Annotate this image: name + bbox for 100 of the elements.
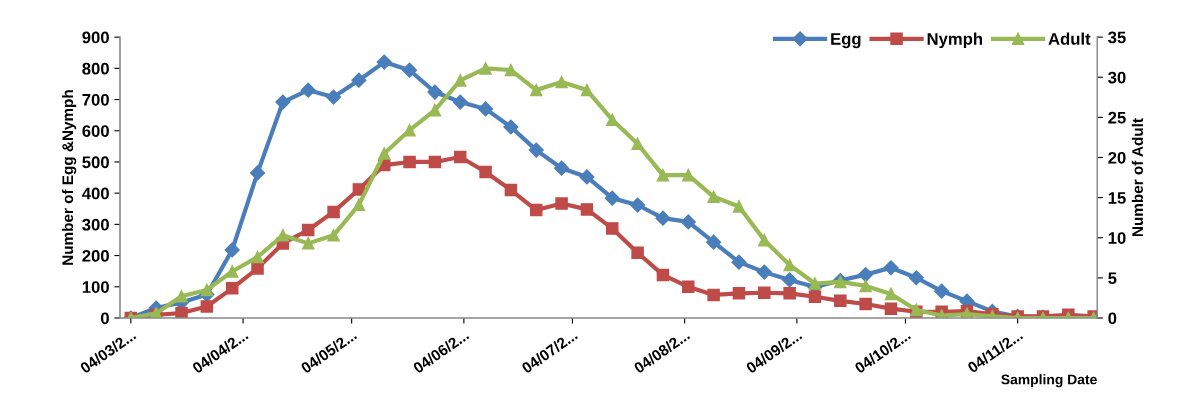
point — [403, 155, 416, 169]
point — [453, 150, 467, 164]
point — [682, 280, 695, 294]
y2-tick-label: 0 — [1108, 312, 1117, 325]
point — [783, 287, 796, 300]
y-tick-label: 900 — [82, 31, 109, 44]
point — [606, 113, 619, 127]
point — [707, 190, 720, 204]
legend-label: Egg — [831, 33, 861, 49]
y-tick-label: 200 — [82, 249, 109, 262]
point — [251, 262, 264, 275]
point — [707, 288, 720, 302]
point — [428, 155, 442, 169]
point — [706, 234, 722, 250]
y2-tick-label: 25 — [1108, 111, 1126, 124]
point — [631, 137, 644, 151]
point — [478, 101, 494, 117]
point — [503, 119, 519, 135]
point — [200, 300, 214, 313]
y2-tick-label: 10 — [1108, 232, 1126, 244]
point — [325, 89, 342, 105]
point — [479, 165, 492, 179]
y-tick-label: 500 — [82, 156, 109, 169]
point — [504, 183, 518, 197]
point — [403, 123, 416, 137]
point — [529, 203, 543, 217]
point — [758, 286, 771, 299]
point — [580, 83, 594, 97]
point — [224, 242, 240, 258]
point — [884, 287, 898, 301]
point — [630, 197, 646, 213]
point — [352, 183, 366, 196]
point — [479, 62, 492, 75]
y-tick-label: 100 — [82, 281, 109, 293]
point — [859, 297, 872, 311]
y-tick-label: 700 — [82, 93, 109, 106]
point — [579, 169, 595, 185]
point — [732, 200, 746, 213]
y2-tick-label: 30 — [1108, 71, 1126, 84]
point — [580, 203, 594, 216]
point — [377, 147, 391, 160]
point — [401, 62, 418, 78]
point — [631, 246, 644, 260]
point — [883, 260, 899, 276]
point — [351, 72, 367, 88]
point — [934, 283, 950, 299]
point — [908, 270, 924, 286]
y-tick-label: 0 — [100, 312, 109, 325]
point — [555, 75, 568, 89]
point — [276, 229, 290, 242]
point — [529, 83, 543, 97]
y2-axis-title: Number of Adult — [1131, 118, 1144, 237]
point — [555, 197, 568, 210]
point — [225, 265, 239, 278]
point — [682, 168, 695, 182]
legend-label: Adult — [1048, 32, 1091, 45]
point — [225, 282, 239, 295]
y-tick-label: 600 — [82, 125, 109, 137]
point — [808, 277, 822, 290]
y2-tick-label: 15 — [1108, 192, 1126, 204]
point — [756, 264, 772, 280]
point — [859, 279, 872, 293]
point — [301, 223, 315, 237]
point — [428, 103, 442, 117]
y-tick-label: 800 — [82, 62, 109, 75]
point — [452, 94, 468, 110]
point — [504, 63, 518, 77]
y2-tick-label: 35 — [1108, 31, 1126, 44]
point — [251, 250, 264, 264]
point — [758, 233, 771, 247]
y2-tick-label: 20 — [1108, 151, 1126, 164]
point — [352, 198, 366, 212]
point — [656, 168, 670, 182]
point — [731, 254, 747, 270]
x-axis-title: Sampling Date — [1001, 374, 1097, 388]
point — [301, 237, 315, 250]
point — [275, 94, 291, 110]
point — [175, 306, 188, 318]
y-tick-label: 300 — [82, 218, 109, 231]
point — [175, 290, 188, 303]
point — [834, 294, 847, 308]
point — [376, 54, 392, 70]
point — [606, 222, 619, 235]
point — [453, 74, 467, 87]
point — [783, 258, 796, 272]
y-tick-label: 400 — [82, 187, 109, 200]
point — [655, 210, 671, 226]
point — [200, 283, 214, 297]
point — [858, 267, 874, 283]
point — [656, 268, 670, 282]
point — [300, 82, 316, 98]
legend-label: Nymph — [927, 32, 983, 49]
y2-tick-label: 5 — [1108, 272, 1117, 285]
point — [554, 160, 570, 176]
point — [604, 190, 620, 206]
point — [680, 214, 696, 230]
point — [808, 290, 822, 304]
point — [528, 142, 544, 158]
point — [884, 302, 898, 315]
point — [732, 287, 746, 300]
